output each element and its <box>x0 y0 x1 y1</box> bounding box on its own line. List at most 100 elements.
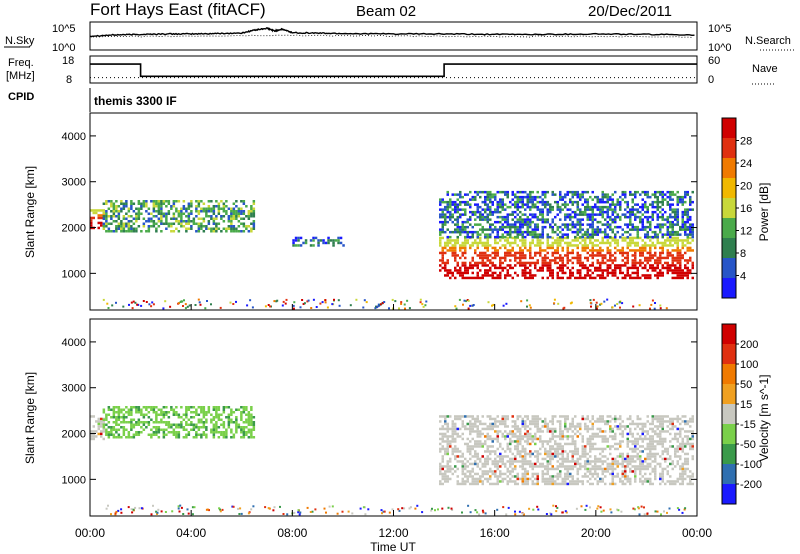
power-data-cell <box>217 205 221 208</box>
power-data-cell <box>671 198 674 201</box>
power-data-cell <box>609 244 612 247</box>
power-data-cell <box>506 239 509 242</box>
power-data-cell <box>629 193 632 196</box>
power-data-cell <box>446 239 449 242</box>
vel-data-cell <box>479 480 482 483</box>
power-data-cell <box>576 236 579 240</box>
power-data-cell <box>651 200 654 204</box>
vel-data-cell <box>536 457 539 461</box>
power-data-cell <box>464 249 467 252</box>
vel-data-cell <box>225 428 228 431</box>
power-data-cell <box>556 249 559 252</box>
power-data-ground-point <box>649 307 651 310</box>
vel-data-cell <box>212 433 216 436</box>
power-data-cell <box>551 225 554 229</box>
power-data-cell <box>626 200 629 204</box>
vel-data-cell <box>539 437 542 441</box>
power-data-cell <box>676 254 679 257</box>
vel-data-cell <box>654 445 657 448</box>
power-data-cell <box>232 230 236 233</box>
power-data-cell <box>636 241 639 245</box>
power-data-cell <box>464 256 467 260</box>
vel-data-cell <box>190 421 193 424</box>
vel-data-cell <box>200 411 203 414</box>
power-data-cell <box>529 254 532 257</box>
power-data-cell <box>649 195 652 199</box>
vel-data-cell <box>679 465 682 468</box>
vel-data-cell <box>105 416 108 419</box>
power-data-cell <box>559 264 562 267</box>
power-data-cell <box>132 222 136 225</box>
power-data-cell <box>489 244 492 247</box>
power-data-cell <box>225 200 228 203</box>
power-data-cell <box>679 264 682 267</box>
vel-data-cell <box>479 467 482 471</box>
vel-data-cell <box>566 437 569 441</box>
vel-data-cell <box>524 450 527 453</box>
power-data-cell <box>250 207 253 210</box>
power-data-cell <box>566 259 569 262</box>
power-data-cell <box>222 210 226 213</box>
power-data-cell <box>489 225 492 229</box>
power-data-cell <box>479 195 482 199</box>
power-data-cell <box>656 190 659 194</box>
vel-data-cell <box>556 467 559 471</box>
vel-data-cell <box>474 482 477 486</box>
vel-data-cell <box>611 467 614 471</box>
power-data-cell <box>469 276 472 280</box>
power-data-cell <box>491 230 494 234</box>
vel-data-cell <box>471 455 474 458</box>
power-data-cell <box>566 228 569 231</box>
power-data-cell <box>529 225 532 229</box>
power-data-cell <box>519 254 522 257</box>
power-data-cell <box>521 249 524 252</box>
power-data-cell <box>529 244 532 247</box>
power-data-cell <box>461 276 464 280</box>
power-data-cell <box>676 246 679 250</box>
power-data-cell <box>536 208 539 211</box>
power-data-cell <box>342 244 345 247</box>
power-data-cell <box>504 203 507 206</box>
vel-data-cell <box>250 428 253 431</box>
power-data-cell <box>549 246 552 250</box>
power-data-cell <box>486 256 489 260</box>
power-data-cell <box>476 203 479 206</box>
vel-data-cell <box>541 442 544 446</box>
vel-data-cell <box>481 427 484 431</box>
power-data-cell <box>481 254 484 257</box>
power-data-cell <box>177 222 181 225</box>
power-data-cell <box>459 233 462 236</box>
vel-data-cell <box>240 411 243 414</box>
power-data-cell <box>646 190 649 194</box>
power-data-cell <box>506 215 509 219</box>
vel-data-cell <box>235 428 238 431</box>
power-data-cell <box>504 218 507 221</box>
power-data-cell <box>105 202 108 205</box>
vel-data-cell <box>559 442 562 446</box>
vel-data-cell <box>564 465 567 468</box>
vel-data-cell <box>514 482 517 486</box>
vel-data-ground-point <box>632 507 635 510</box>
vel-data-cell <box>100 425 103 428</box>
power-data-cell <box>449 230 452 234</box>
vel-data-cell <box>484 427 487 431</box>
vel-data-cell <box>639 480 642 483</box>
power-data-cell <box>496 254 499 257</box>
power-data-cell <box>666 251 669 255</box>
power-data-cell <box>579 241 582 245</box>
vel-data-cell <box>656 432 659 436</box>
power-data-cell <box>521 200 524 204</box>
vel-data-cell <box>549 480 552 483</box>
power-data-cell <box>561 276 564 280</box>
power-data-cell <box>689 249 692 252</box>
power-data-cell <box>544 264 547 267</box>
power-data-cell <box>441 266 444 270</box>
power-data-cell <box>631 205 634 209</box>
power-data-cell <box>147 227 151 230</box>
power-data-cell <box>92 209 95 212</box>
power-data-cell <box>531 220 534 224</box>
power-data-cell <box>619 203 622 206</box>
vel-data-cell <box>235 416 238 419</box>
power-data-cell <box>215 200 218 203</box>
power-data-cell <box>679 233 682 236</box>
